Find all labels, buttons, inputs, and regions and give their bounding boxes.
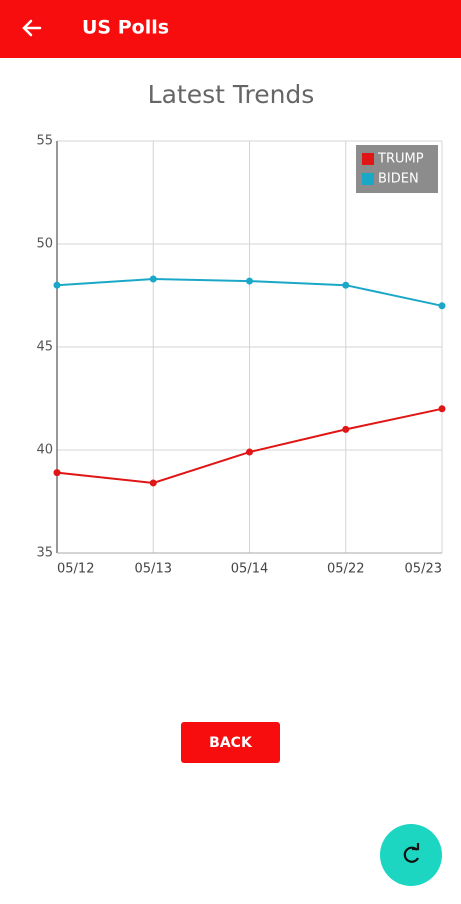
legend-swatch xyxy=(362,173,374,185)
refresh-head xyxy=(412,843,420,851)
x-tick-label: 05/13 xyxy=(135,562,172,577)
app-title: US Polls xyxy=(82,17,169,39)
data-point xyxy=(149,479,157,487)
data-point xyxy=(149,275,157,283)
data-point xyxy=(342,281,350,289)
legend-label: BIDEN xyxy=(378,172,419,187)
chart-title: Latest Trends xyxy=(148,80,315,109)
arrow-head xyxy=(22,19,33,37)
data-point xyxy=(53,469,61,477)
data-point xyxy=(438,405,446,413)
legend-label: TRUMP xyxy=(377,152,424,167)
back-button-label: BACK xyxy=(209,735,253,751)
data-point xyxy=(246,277,253,285)
y-tick-label: 55 xyxy=(36,134,53,149)
back-arrow[interactable] xyxy=(22,19,42,37)
refresh-icon xyxy=(403,843,420,863)
x-tick-label: 05/22 xyxy=(327,562,364,577)
data-point xyxy=(246,448,253,456)
y-tick-label: 40 xyxy=(36,443,53,458)
data-point xyxy=(53,281,61,289)
data-point xyxy=(438,302,446,310)
refresh-arc xyxy=(403,846,419,863)
x-tick-label: 05/23 xyxy=(405,562,442,577)
app-bar xyxy=(0,0,461,58)
legend-swatch xyxy=(362,153,374,165)
data-point xyxy=(342,425,350,433)
y-tick-label: 50 xyxy=(36,237,53,252)
x-tick-label: 05/12 xyxy=(57,562,94,577)
x-tick-label: 05/14 xyxy=(231,562,268,577)
y-tick-label: 45 xyxy=(36,340,53,355)
chart: 35 40 45 50 55 05/12 05/13 05/14 05/22 05/23 TRUMP… xyxy=(36,134,446,577)
y-tick-label: 35 xyxy=(36,546,53,561)
refresh-button[interactable] xyxy=(380,824,442,886)
back-button[interactable] xyxy=(181,722,280,763)
